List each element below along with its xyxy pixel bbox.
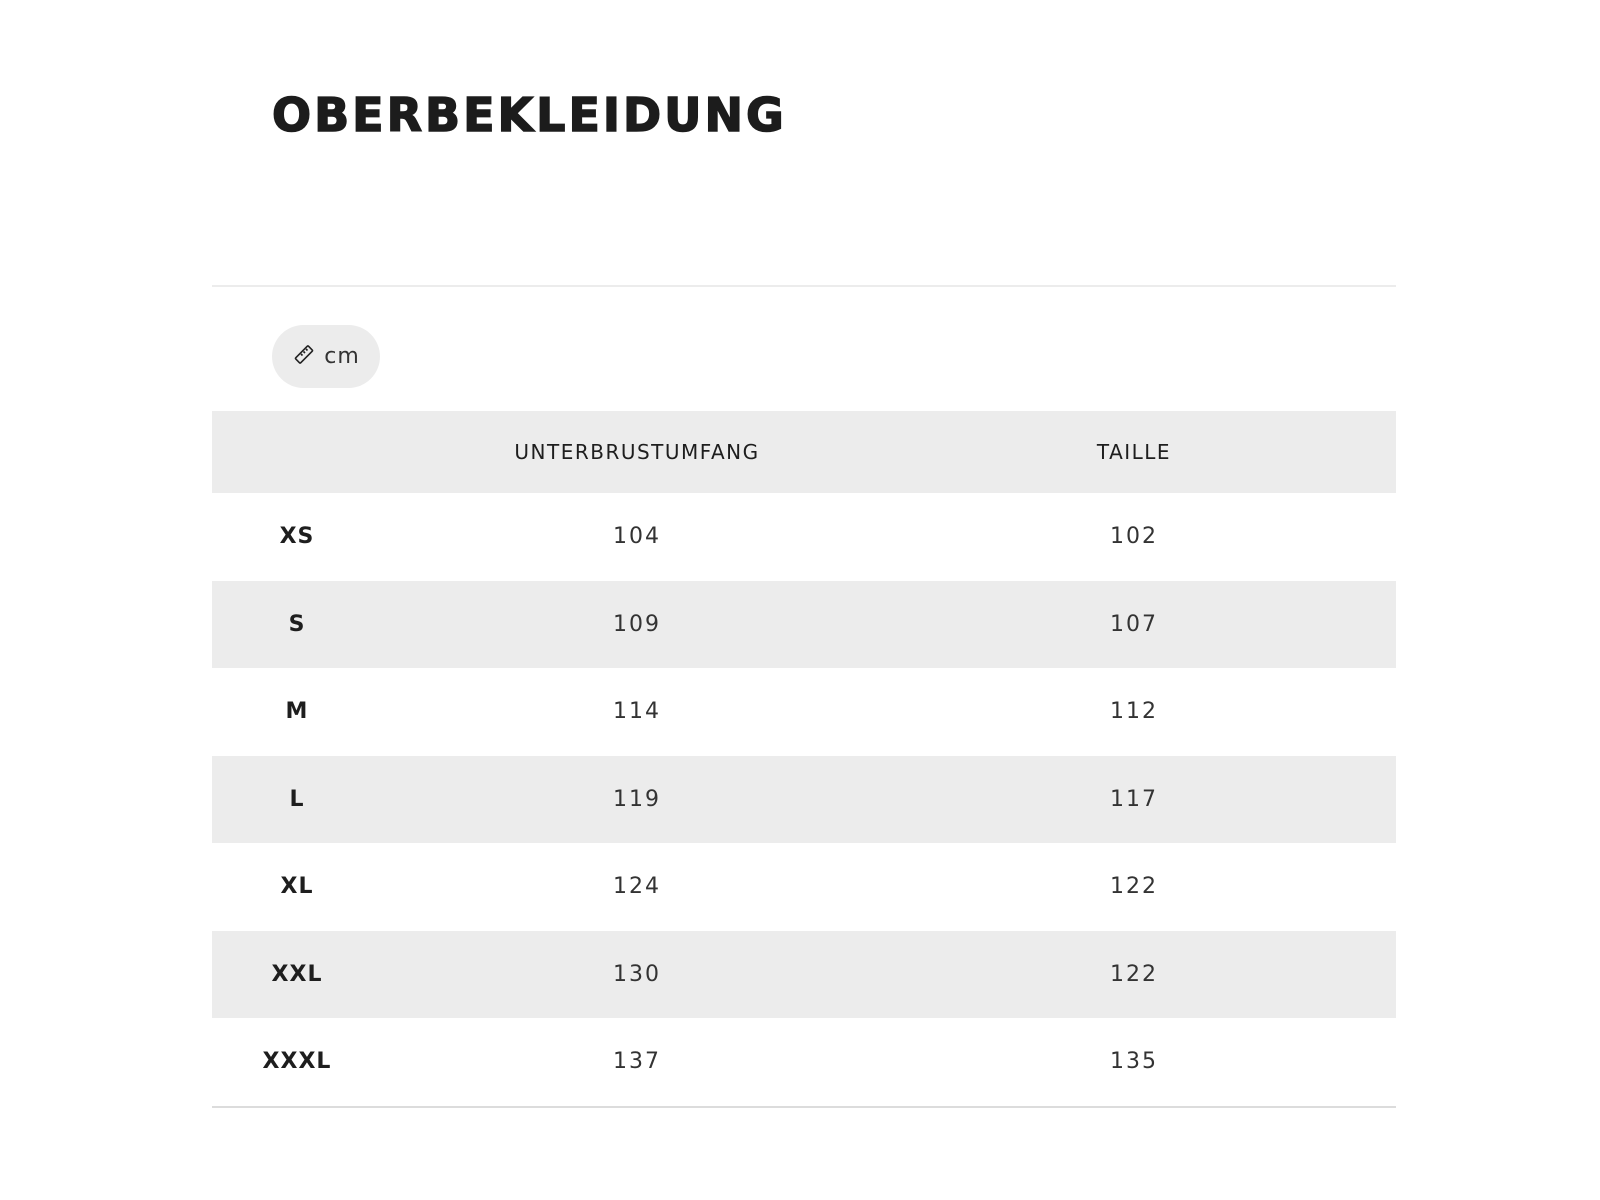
unterbrustumfang-cell: 137	[613, 1049, 661, 1075]
header-taille: TAILLE	[1096, 440, 1172, 464]
table-row: L 119 117	[212, 755, 1396, 843]
unterbrustumfang-cell: 109	[613, 611, 661, 637]
unit-label: cm	[324, 344, 360, 369]
size-cell: XXXL	[262, 1049, 332, 1075]
taille-cell: 135	[1110, 1049, 1158, 1075]
unterbrustumfang-cell: 114	[613, 699, 661, 725]
taille-cell: 107	[1110, 611, 1158, 637]
taille-cell: 102	[1110, 524, 1158, 550]
page-title: OBERBEKLEIDUNG	[271, 87, 787, 143]
divider	[212, 285, 1396, 287]
size-cell: XL	[280, 874, 314, 900]
size-table: UNTERBRUSTUMFANG TAILLE XS 104 102 S 109 107 M…	[212, 411, 1396, 1108]
unterbrustumfang-cell: 124	[613, 874, 661, 900]
unterbrustumfang-cell: 119	[613, 786, 661, 812]
taille-cell: 117	[1110, 786, 1158, 812]
table-row: XXL 130 122	[212, 930, 1396, 1018]
unterbrustumfang-cell: 130	[613, 961, 661, 987]
taille-cell: 122	[1110, 874, 1158, 900]
table-row: S 109 107	[212, 580, 1396, 668]
taille-cell: 112	[1110, 699, 1158, 725]
taille-cell: 122	[1110, 961, 1158, 987]
unterbrustumfang-cell: 104	[613, 524, 661, 550]
header-unterbrustumfang: UNTERBRUSTUMFANG	[514, 440, 760, 464]
size-cell: M	[285, 699, 309, 725]
size-cell: S	[288, 611, 306, 637]
ruler-icon	[292, 342, 316, 372]
table-header: UNTERBRUSTUMFANG TAILLE	[212, 411, 1396, 493]
size-cell: L	[289, 786, 305, 812]
table-row: XS 104 102	[212, 493, 1396, 581]
table-row: M 114 112	[212, 668, 1396, 756]
unit-toggle-button[interactable]: cm	[272, 325, 380, 388]
size-cell: XXL	[271, 961, 323, 987]
table-row: XL 124 122	[212, 843, 1396, 931]
size-cell: XS	[279, 524, 315, 550]
table-row: XXXL 137 135	[212, 1018, 1396, 1106]
